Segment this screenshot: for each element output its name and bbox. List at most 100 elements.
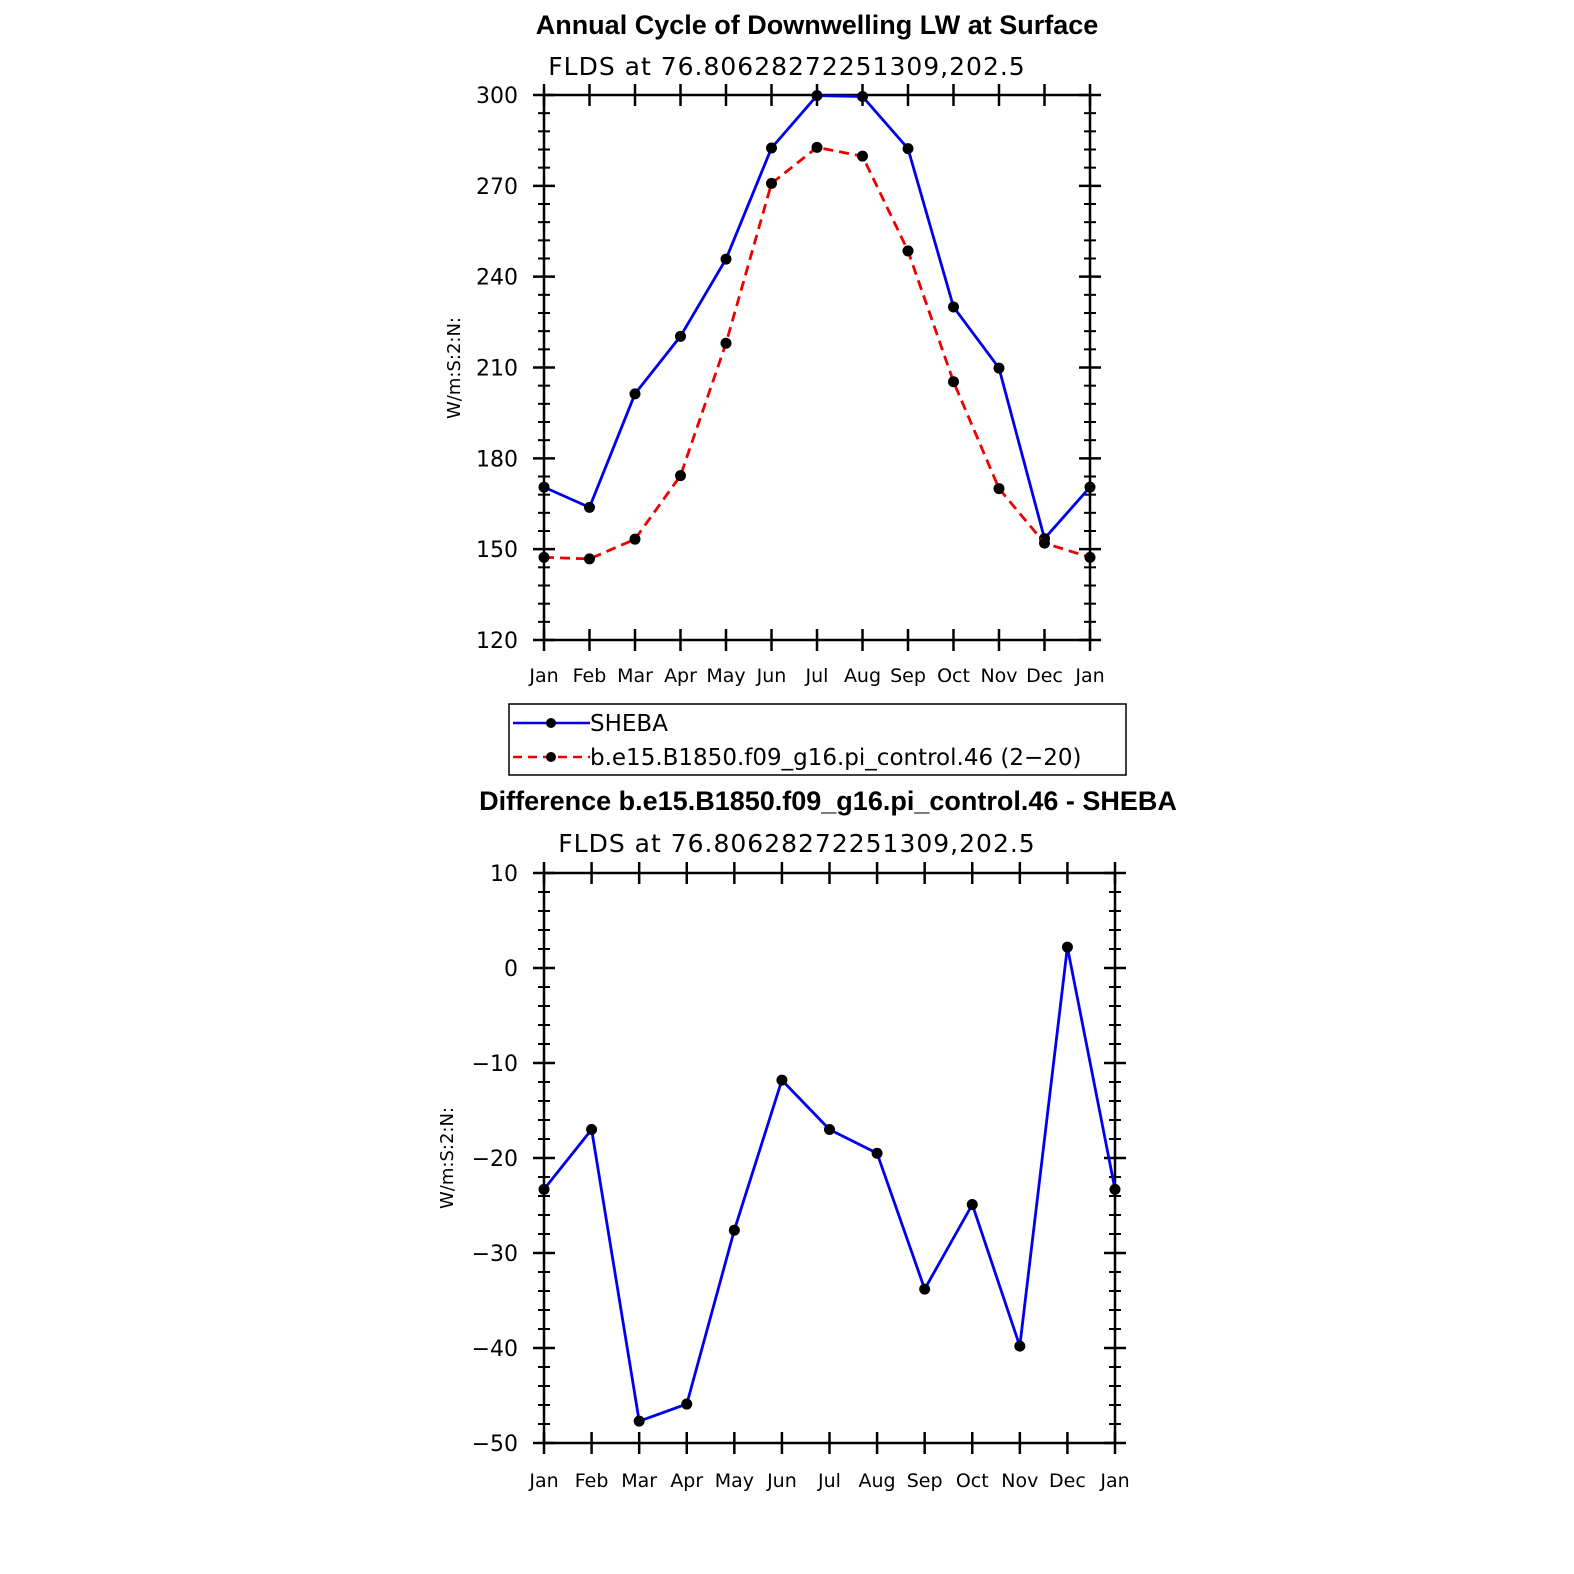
p1-series-0-point — [948, 301, 959, 313]
p1-series-1-point — [675, 470, 686, 482]
p1-series-1-point — [948, 376, 959, 388]
p1-series-0-point — [720, 253, 732, 265]
p1-series-1-line — [543, 145, 1091, 561]
p2-series-0-point — [824, 1124, 835, 1135]
panel2-axes — [533, 862, 1126, 1454]
p1-series-0-point — [1084, 481, 1096, 493]
p1-series-1-point — [538, 551, 550, 563]
p1-series-1-point — [1084, 551, 1096, 563]
p1-series-1-point — [902, 245, 914, 257]
p1-xtick-label: Sep — [890, 665, 926, 687]
panel1-subtitle: FLDS at 76.80628272251309,202.5 — [548, 52, 1025, 81]
p1-series-0-point — [538, 481, 550, 493]
p2-xtick-label: Aug — [859, 1470, 896, 1492]
p1-xtick-label: Aug — [844, 665, 881, 687]
p2-series-0-point — [1109, 1183, 1121, 1195]
p1-series-1-point — [720, 337, 732, 349]
p1-plot-frame — [542, 93, 1092, 642]
p1-ytick-label: 270 — [476, 175, 518, 200]
p1-series-0-point — [811, 90, 823, 102]
p2-xtick-label: Jul — [817, 1470, 841, 1492]
p2-series-0-point — [728, 1224, 740, 1236]
p1-xtick-label: Mar — [617, 665, 653, 687]
panel2-subtitle: FLDS at 76.80628272251309,202.5 — [558, 829, 1035, 858]
p1-series-1-point — [766, 177, 777, 189]
p2-series-0-point — [871, 1147, 883, 1159]
panel2-tick-labels: −50 −40 −30 −20 −10 0 10 Jan Feb Mar Apr May Jun Jul A… — [472, 862, 1130, 1492]
legend-label-sheba: SHEBA — [590, 711, 668, 737]
legend-marker-model — [546, 752, 556, 762]
p2-series-0-point — [776, 1074, 788, 1086]
p1-series-0-point — [629, 388, 641, 400]
panel2-title: Difference b.e15.B1850.f09_g16.pi_contro… — [479, 786, 1177, 816]
p1-series-0-point — [857, 91, 868, 103]
p1-series-0-point — [675, 330, 686, 342]
p1-xtick-label: Apr — [664, 665, 697, 687]
p1-series-0-point — [993, 362, 1005, 374]
legend-box — [508, 703, 1127, 776]
p1-ytick-label: 240 — [476, 266, 518, 291]
p1-xtick-label: Jun — [756, 665, 787, 687]
p1-series-0-point — [584, 501, 595, 513]
p2-xtick-label: Mar — [621, 1470, 657, 1492]
p1-series-1-point — [629, 533, 641, 545]
p1-series-1-point — [811, 141, 823, 153]
p1-xtick-label: Dec — [1026, 665, 1063, 687]
difference-panel: Difference b.e15.B1850.f09_g16.pi_contro… — [437, 786, 1177, 1492]
p1-ytick-label: 180 — [476, 447, 518, 472]
p1-xtick-label: Oct — [937, 665, 970, 687]
legend-marker-sheba — [546, 718, 556, 728]
p2-ytick-label: −50 — [472, 1432, 518, 1457]
p2-xtick-label: Jun — [766, 1470, 797, 1492]
p2-ytick-label: −40 — [472, 1337, 518, 1362]
annual-cycle-panel: Annual Cycle of Downwelling LW at Surfac… — [444, 10, 1105, 687]
legend: SHEBA b.e15.B1850.f09_g16.pi_control.46 … — [508, 703, 1127, 776]
p1-xtick-label: Nov — [980, 665, 1017, 687]
p2-ytick-label: 0 — [504, 957, 518, 982]
p2-series-0-line — [542, 945, 1117, 1423]
p1-ytick-label: 300 — [476, 84, 518, 109]
p1-series-0-point — [766, 142, 777, 154]
p1-xtick-label: Jan — [528, 665, 558, 687]
panel2-ylabel: W/m:S:2:N: — [437, 1107, 458, 1209]
p2-series-0-point — [538, 1183, 550, 1195]
p2-series-0-point — [1014, 1340, 1026, 1352]
p2-xtick-label: Jan — [1099, 1470, 1129, 1492]
p2-xtick-label: Oct — [956, 1470, 989, 1492]
p2-series-0-point — [919, 1283, 931, 1295]
p1-xtick-label: Jan — [1074, 665, 1104, 687]
panel1-series — [538, 90, 1096, 565]
panel1-axes — [533, 84, 1101, 651]
p2-ytick-label: 10 — [490, 862, 518, 887]
p2-xtick-label: Nov — [1001, 1470, 1038, 1492]
p2-series-0-point — [681, 1398, 693, 1410]
p2-series-0-point — [633, 1415, 645, 1427]
p2-xtick-label: Sep — [907, 1470, 943, 1492]
p2-xtick-label: Apr — [670, 1470, 703, 1492]
p2-xtick-label: May — [715, 1470, 754, 1492]
panel1-tick-labels: 120 150 180 210 240 270 300 Jan Feb Mar Apr May Jun J… — [476, 84, 1105, 687]
p2-series-0-point — [966, 1199, 978, 1211]
panel1-title: Annual Cycle of Downwelling LW at Surfac… — [536, 10, 1099, 40]
p2-xtick-label: Feb — [575, 1470, 609, 1492]
p1-series-1-point — [857, 150, 868, 162]
p1-series-0-line — [543, 94, 1092, 540]
p1-ytick-label: 120 — [476, 629, 518, 654]
p2-xtick-label: Jan — [528, 1470, 558, 1492]
panel1-ylabel: W/m:S:2:N: — [444, 317, 465, 419]
p2-xtick-label: Dec — [1049, 1470, 1086, 1492]
p2-ytick-label: −10 — [472, 1052, 518, 1077]
p1-xtick-label: May — [706, 665, 745, 687]
p2-series-0-point — [1061, 941, 1073, 953]
panel2-series — [538, 941, 1121, 1427]
p1-series-1-point — [584, 553, 595, 565]
p1-xtick-label: Feb — [573, 665, 607, 687]
p1-series-1-point — [993, 483, 1005, 495]
p1-ytick-label: 210 — [476, 357, 518, 382]
p2-series-0-point — [586, 1124, 598, 1135]
p1-ytick-label: 150 — [476, 538, 518, 563]
p2-ytick-label: −20 — [472, 1147, 518, 1172]
p1-series-1-point — [1039, 537, 1050, 549]
p2-ytick-label: −30 — [472, 1242, 518, 1267]
